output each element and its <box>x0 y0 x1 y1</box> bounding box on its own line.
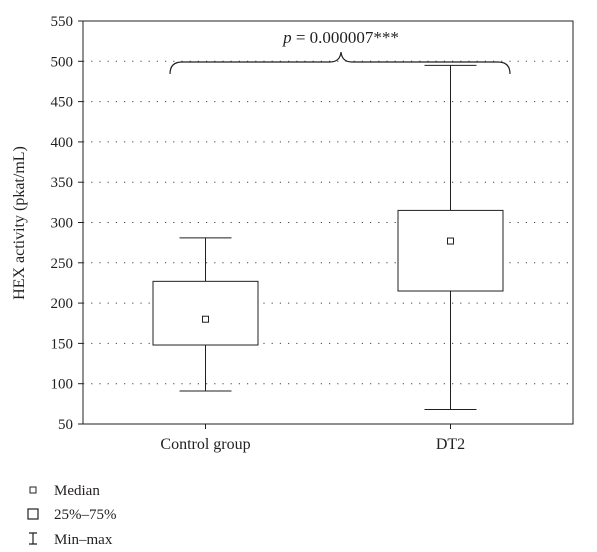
y-tick-label: 400 <box>51 135 74 151</box>
iqr-box <box>397 209 504 292</box>
legend-median-symbol <box>29 486 37 494</box>
p-value-text: = 0.000007*** <box>292 28 399 47</box>
y-tick-label: 350 <box>51 175 74 191</box>
median-marker <box>202 315 209 323</box>
y-tick-label: 150 <box>51 336 74 352</box>
significance-annotation: p = 0.000007*** <box>169 28 511 75</box>
y-tick-label: 450 <box>51 95 74 111</box>
y-tick-label: 250 <box>51 256 74 272</box>
x-tick-label: DT2 <box>436 436 465 453</box>
iqr-box <box>152 280 259 346</box>
legend-item-whisker: Min–max <box>29 532 113 548</box>
legend-whisker-label: Min–max <box>54 532 113 548</box>
legend-box-symbol <box>27 508 39 520</box>
plot-frame <box>82 20 574 425</box>
y-axis-ticks: 50 100 150 200 250 300 350 400 450 500 550 <box>51 14 83 433</box>
median-marker <box>447 237 454 245</box>
y-axis-label: HEX activity (pkat/mL) <box>11 146 28 300</box>
p-symbol: p <box>282 28 292 47</box>
legend-item-box: 25%–75% <box>27 507 117 523</box>
box-control-group: Control group <box>152 237 259 453</box>
box-dt2: DT2 <box>397 64 504 453</box>
box-series: Control group DT2 <box>152 64 504 453</box>
legend-median-label: Median <box>54 483 100 499</box>
y-tick-label: 550 <box>51 14 74 30</box>
y-tick-label: 300 <box>51 216 74 232</box>
x-tick-label: Control group <box>160 436 250 453</box>
y-tick-label: 50 <box>58 417 73 433</box>
y-tick-label: 200 <box>51 296 74 312</box>
legend-item-median: Median <box>29 483 100 499</box>
significance-brace <box>169 51 511 75</box>
legend-box-label: 25%–75% <box>54 507 117 523</box>
y-tick-label: 100 <box>51 377 74 393</box>
legend-whisker-symbol <box>29 532 37 545</box>
p-value-label: p = 0.000007*** <box>282 28 399 47</box>
legend: Median 25%–75% Min–max <box>27 483 117 548</box>
y-tick-label: 500 <box>51 54 74 70</box>
